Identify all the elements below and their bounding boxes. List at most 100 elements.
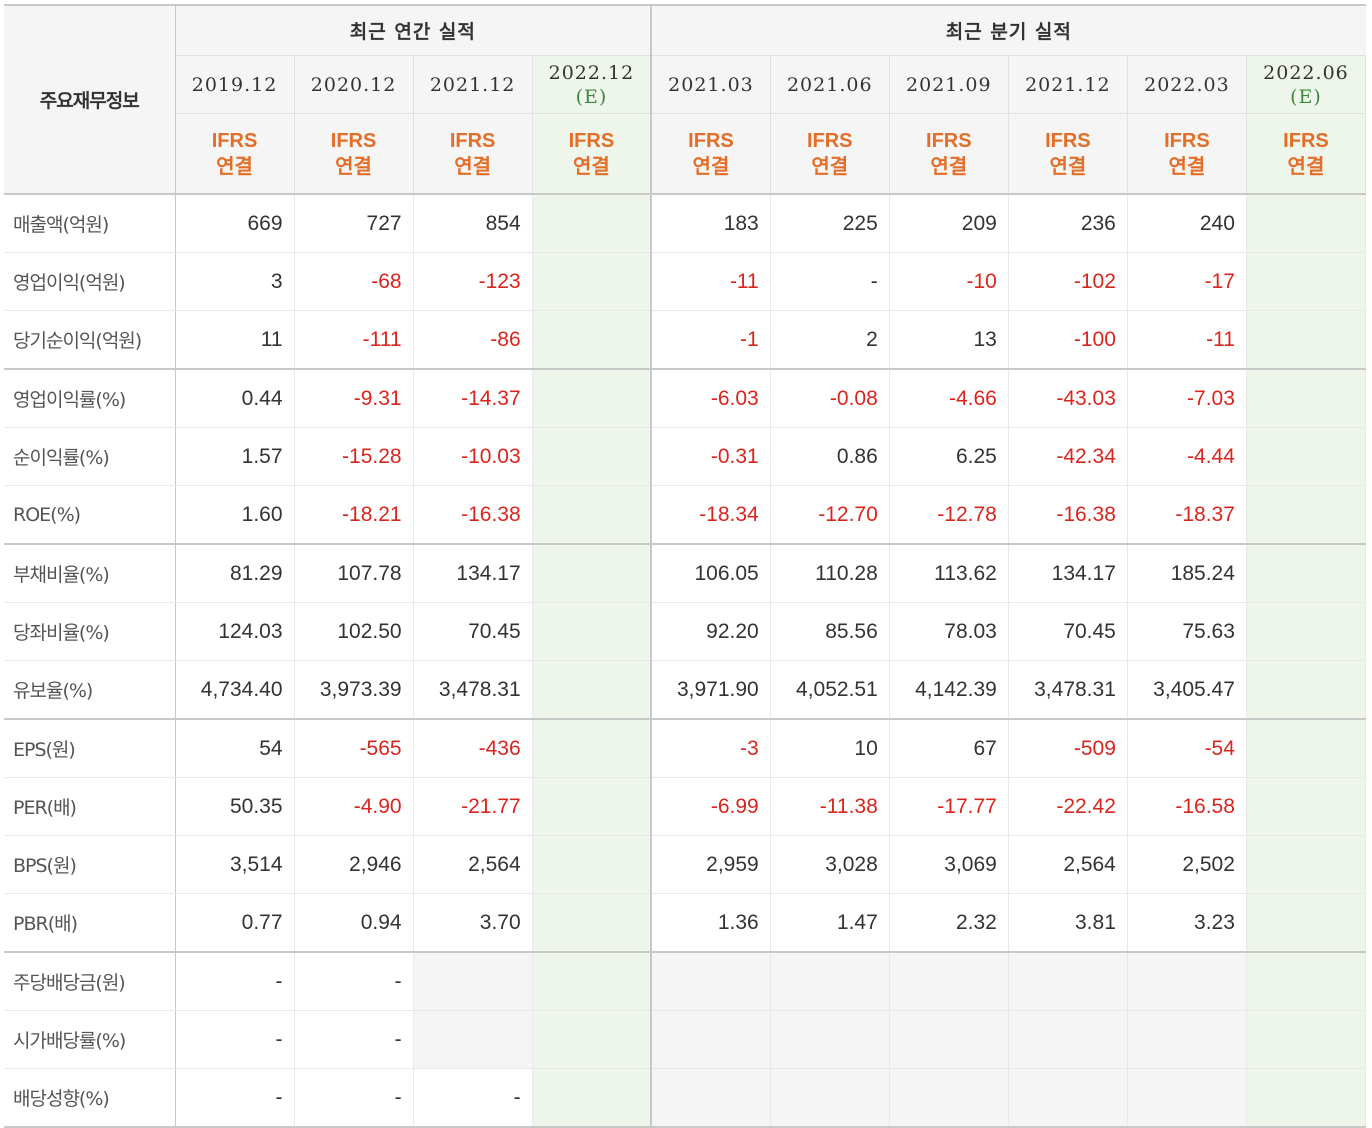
accounting-basis-header: IFRS 연결 — [413, 113, 533, 195]
value-cell: -1 — [650, 310, 771, 370]
row-label: 순이익률(%) — [4, 427, 176, 486]
value-cell: 236 — [1008, 194, 1128, 253]
value-cell: 1.36 — [650, 893, 771, 953]
row-label: 부채비율(%) — [4, 544, 176, 603]
basis-consolidation-label: 연결 — [811, 155, 849, 178]
accounting-basis-header: IFRS 연결 — [889, 113, 1009, 195]
value-cell — [1127, 952, 1247, 1011]
accounting-basis-header: IFRS 연결 — [770, 113, 890, 195]
value-cell: -10.03 — [413, 427, 533, 486]
table-row: 매출액(억원) 669 727 854 183 225 209 236 240 — [4, 194, 1367, 253]
value-cell — [650, 1010, 771, 1069]
period-header: 2021.06 — [770, 55, 890, 114]
row-label: EPS(원) — [4, 719, 176, 778]
value-cell: 134.17 — [1008, 544, 1128, 603]
value-cell: 2,946 — [294, 835, 414, 894]
table-row: 시가배당률(%) - - — [4, 1010, 1367, 1069]
row-label: 당좌비율(%) — [4, 602, 176, 661]
value-cell — [1127, 1010, 1247, 1069]
accounting-basis-header: IFRS 연결 — [175, 113, 295, 195]
table-row: ROE(%) 1.60 -18.21 -16.38 -18.34 -12.70 -12.78… — [4, 485, 1367, 545]
value-cell — [1246, 893, 1367, 953]
value-cell — [532, 952, 652, 1011]
value-cell: -11 — [650, 252, 771, 311]
accounting-basis-header: IFRS 연결 — [1008, 113, 1128, 195]
period-label: 2021.12 — [429, 73, 516, 96]
value-cell: 11 — [175, 310, 295, 370]
accounting-basis-header: IFRS 연결 — [294, 113, 414, 195]
value-cell: 107.78 — [294, 544, 414, 603]
value-cell: 2 — [770, 310, 890, 370]
header-group-row: 주요재무정보 최근 연간 실적 최근 분기 실적 — [4, 4, 1366, 195]
value-cell: 113.62 — [889, 544, 1009, 603]
table-row: 주당배당금(원) - - — [4, 952, 1367, 1011]
row-label: 배당성향(%) — [4, 1068, 176, 1128]
value-cell — [1246, 719, 1367, 778]
value-cell: 0.77 — [175, 893, 295, 953]
value-cell: - — [294, 1068, 414, 1128]
value-cell: 50.35 — [175, 777, 295, 836]
value-cell: 70.45 — [1008, 602, 1128, 661]
value-cell: 4,052.51 — [770, 660, 890, 720]
table-row: 순이익률(%) 1.57 -15.28 -10.03 -0.31 0.86 6.25 -42.… — [4, 427, 1367, 486]
basis-header-row: IFRS 연결 IFRS 연결 IFRS 연결 IFRS 연결 IFRS 연결 IFRS 연결 IFRS… — [4, 113, 1367, 195]
value-cell: -12.70 — [770, 485, 890, 545]
value-cell: - — [175, 1010, 295, 1069]
value-cell: 4,734.40 — [175, 660, 295, 720]
value-cell: 1.57 — [175, 427, 295, 486]
value-cell — [1246, 369, 1367, 428]
row-label: 영업이익률(%) — [4, 369, 176, 428]
value-cell — [1246, 252, 1367, 311]
value-cell: -111 — [294, 310, 414, 370]
financial-summary-table: 주요재무정보 최근 연간 실적 최근 분기 실적 2019.12 2020.12 2… — [4, 4, 1367, 1128]
value-cell: -86 — [413, 310, 533, 370]
financial-rows: 매출액(억원) 669 727 854 183 225 209 236 240 영업이익(억원) 3… — [4, 194, 1367, 1128]
value-cell — [413, 952, 533, 1011]
period-header: 2019.12 — [175, 55, 295, 114]
value-cell: 1.47 — [770, 893, 890, 953]
basis-consolidation-label: 연결 — [335, 155, 372, 178]
value-cell: 92.20 — [650, 602, 771, 661]
row-label: PER(배) — [4, 777, 176, 836]
period-header: 2020.12 — [294, 55, 414, 114]
value-cell: 110.28 — [770, 544, 890, 603]
value-cell: -100 — [1008, 310, 1128, 370]
value-cell — [532, 719, 652, 778]
value-cell: 2,564 — [1008, 835, 1128, 894]
value-cell: -16.38 — [1008, 485, 1128, 545]
value-cell: -4.44 — [1127, 427, 1247, 486]
value-cell: -14.37 — [413, 369, 533, 428]
period-label: 2022.06 — [1263, 61, 1349, 84]
value-cell: 134.17 — [413, 544, 533, 603]
value-cell — [1246, 660, 1367, 720]
value-cell: 3,514 — [175, 835, 295, 894]
value-cell: 240 — [1127, 194, 1247, 253]
value-cell: -7.03 — [1127, 369, 1247, 428]
row-label-header: 주요재무정보 — [4, 4, 176, 195]
value-cell — [1008, 952, 1128, 1011]
value-cell — [1127, 1068, 1247, 1128]
value-cell: - — [770, 252, 890, 311]
value-cell: -42.34 — [1008, 427, 1128, 486]
annual-results-header: 최근 연간 실적 — [175, 4, 652, 56]
table-row: BPS(원) 3,514 2,946 2,564 2,959 3,028 3,069 2,56… — [4, 835, 1367, 894]
basis-consolidation-label: 연결 — [216, 155, 253, 178]
value-cell: -123 — [413, 252, 533, 311]
period-header: 2021.12 — [1008, 55, 1128, 114]
value-cell — [413, 1010, 533, 1069]
value-cell — [532, 660, 652, 720]
table-row: 당기순이익(억원) 11 -111 -86 -1 2 13 -100 -11 — [4, 310, 1367, 370]
row-label: 매출액(억원) — [4, 194, 176, 253]
value-cell: - — [294, 1010, 414, 1069]
basis-consolidation-label: 연결 — [1287, 155, 1325, 178]
value-cell: -68 — [294, 252, 414, 311]
basis-standard-label: IFRS — [1045, 129, 1091, 152]
estimate-mark: (E) — [575, 85, 608, 108]
value-cell: 67 — [889, 719, 1009, 778]
value-cell: -22.42 — [1008, 777, 1128, 836]
value-cell: 0.94 — [294, 893, 414, 953]
value-cell — [1246, 194, 1367, 253]
accounting-basis-header: IFRS 연결 — [650, 113, 771, 195]
row-label: 영업이익(억원) — [4, 252, 176, 311]
period-label: 2022.03 — [1144, 73, 1230, 96]
